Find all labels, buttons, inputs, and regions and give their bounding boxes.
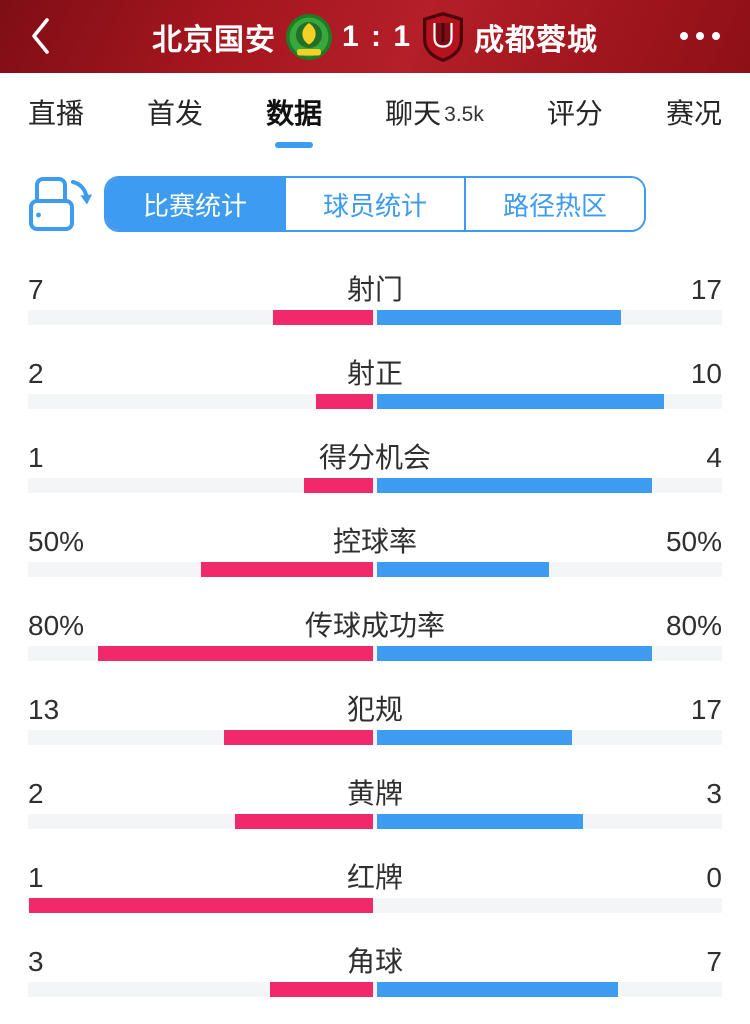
away-bar: [377, 646, 652, 661]
away-bar: [377, 814, 583, 829]
stat-label: 控球率: [332, 526, 417, 557]
score: 1 : 1: [341, 19, 413, 53]
away-bar: [377, 394, 664, 409]
stat-bar-track: [28, 310, 722, 325]
home-value: 1: [28, 862, 44, 893]
home-value: 2: [28, 778, 44, 809]
away-bar: [377, 310, 621, 325]
home-value: 13: [28, 694, 60, 725]
stats-segmented-control: 比赛统计 球员统计 路径热区: [104, 176, 646, 232]
away-value: 4: [706, 442, 722, 473]
home-value: 1: [28, 442, 44, 473]
segment-path-heatmap[interactable]: 路径热区: [466, 178, 644, 230]
home-bar: [235, 814, 373, 829]
away-value: 0: [706, 862, 722, 893]
home-value: 50%: [28, 526, 85, 557]
home-value: 80%: [28, 610, 85, 641]
stat-row-possession: 50% 控球率 50%: [28, 520, 722, 577]
away-value: 17: [690, 274, 722, 305]
more-options-button[interactable]: [674, 16, 726, 56]
stat-row-fouls: 13 犯规 17: [28, 688, 722, 745]
segment-match-stats[interactable]: 比赛统计: [106, 178, 286, 230]
tab-rating[interactable]: 评分: [546, 97, 603, 129]
away-value: 3: [706, 778, 722, 809]
away-bar: [377, 562, 549, 577]
home-value: 7: [28, 274, 44, 305]
home-bar: [29, 898, 373, 913]
stat-bar-track: [28, 562, 722, 577]
away-team-logo: [423, 11, 464, 62]
app-header: 北京国安 1 : 1 成都蓉城: [0, 0, 750, 73]
away-bar: [377, 730, 572, 745]
away-value: 7: [706, 946, 722, 977]
stat-label: 传球成功率: [304, 610, 445, 641]
stat-row-big-chances: 1 得分机会 4: [28, 436, 722, 493]
rotate-screen-icon: [29, 177, 92, 231]
home-value: 2: [28, 358, 44, 389]
tab-live[interactable]: 直播: [28, 97, 85, 129]
stat-row-red-cards: 1 红牌 0: [28, 856, 722, 913]
stat-row-shots: 7 射门 17: [28, 268, 722, 325]
stat-row-pass-accuracy: 80% 传球成功率 80%: [28, 604, 722, 661]
chat-count-badge: 3.5k: [444, 102, 484, 126]
home-bar: [273, 310, 373, 325]
stat-bar-track: [28, 646, 722, 661]
tab-data[interactable]: 数据: [266, 73, 322, 150]
stat-label: 黄牌: [346, 778, 403, 809]
away-value: 17: [690, 694, 722, 725]
stats-subheader: 比赛统计 球员统计 路径热区: [0, 175, 750, 233]
home-team-name: 北京国安: [151, 23, 276, 57]
main-tabbar: 直播 首发 数据 聊天 3.5k 评分 赛况: [0, 73, 750, 150]
active-tab-indicator: [275, 142, 314, 148]
ellipsis-icon: [680, 32, 688, 40]
home-value: 3: [28, 946, 44, 977]
away-bar: [377, 478, 652, 493]
home-bar: [224, 730, 373, 745]
home-bar: [316, 394, 373, 409]
home-bar: [304, 478, 373, 493]
away-bar: [377, 982, 618, 997]
stat-row-yellow-cards: 2 黄牌 3: [28, 772, 722, 829]
tab-chat[interactable]: 聊天 3.5k: [385, 97, 484, 129]
home-bar: [98, 646, 373, 661]
stat-row-shots-on-target: 2 射正 10: [28, 352, 722, 409]
segment-player-stats[interactable]: 球员统计: [286, 178, 466, 230]
stat-bar-track: [28, 394, 722, 409]
home-team-logo: [285, 13, 332, 60]
chevron-left-icon: [32, 18, 49, 54]
stat-bar-track: [28, 478, 722, 493]
match-title: 北京国安 1 : 1 成都蓉城: [152, 11, 598, 63]
away-value: 80%: [665, 610, 722, 641]
back-button[interactable]: [20, 12, 60, 60]
home-bar: [201, 562, 373, 577]
stat-label: 射正: [346, 358, 403, 389]
tab-lineup[interactable]: 首发: [147, 97, 204, 129]
stat-bar-track: [28, 730, 722, 745]
rotate-screen-button[interactable]: [28, 175, 92, 233]
stat-row-corners: 3 角球 7: [28, 940, 722, 997]
stat-bar-track: [28, 898, 722, 913]
stat-label: 红牌: [346, 862, 403, 893]
stat-bar-track: [28, 982, 722, 997]
away-team-name: 成都蓉城: [474, 23, 599, 57]
match-stats-list: 7 射门 17 2 射正 10 1 得分机会: [0, 233, 750, 997]
stat-label: 角球: [346, 946, 403, 977]
stat-label: 射门: [346, 274, 403, 305]
tab-matchinfo[interactable]: 赛况: [665, 97, 722, 129]
away-value: 50%: [665, 526, 722, 557]
stat-label: 犯规: [346, 694, 403, 725]
away-value: 10: [690, 358, 722, 389]
stat-bar-track: [28, 814, 722, 829]
home-bar: [270, 982, 373, 997]
stat-label: 得分机会: [318, 442, 431, 473]
